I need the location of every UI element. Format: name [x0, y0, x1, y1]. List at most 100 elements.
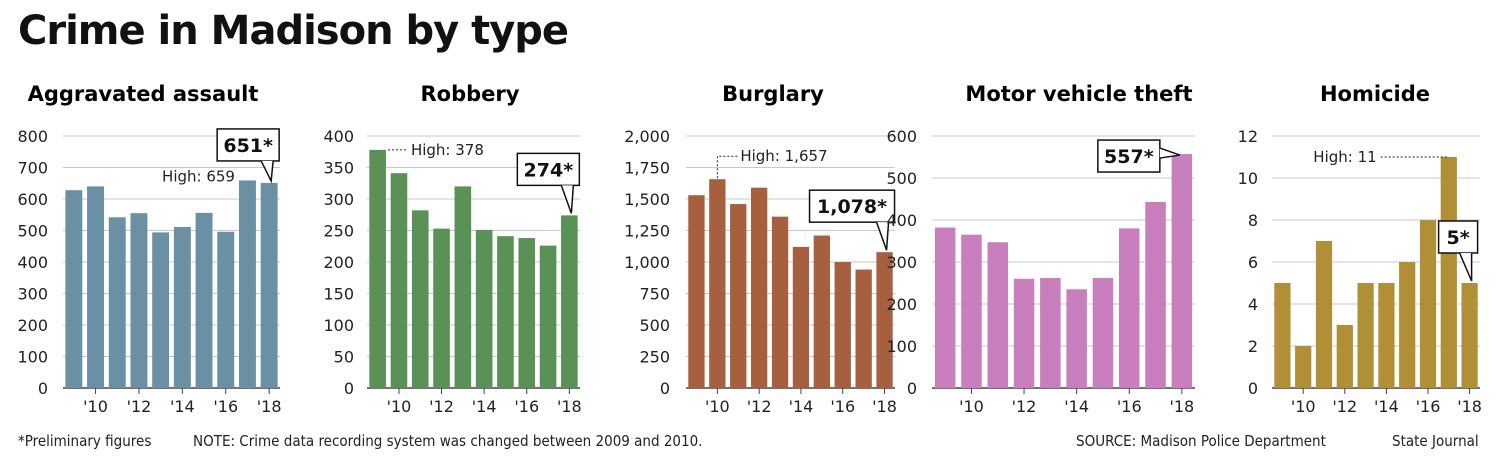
x-tick-label: '18 [1457, 397, 1482, 416]
bar-2010 [390, 173, 408, 388]
y-tick-label: 350 [323, 159, 354, 178]
bar-2018 [260, 182, 278, 388]
bar-2017 [1145, 201, 1166, 388]
page-title: Crime in Madison by type [18, 8, 569, 54]
bar-2014 [1066, 289, 1087, 388]
bar-2016 [217, 231, 235, 388]
y-tick-label: 0 [38, 379, 48, 398]
y-tick-label: 400 [17, 253, 48, 272]
value-callout: 557* [1097, 139, 1181, 173]
bar-2015 [1092, 277, 1114, 388]
y-tick-label: 500 [639, 316, 670, 335]
bar-2010 [1295, 346, 1312, 388]
y-tick-label: 0 [660, 379, 670, 398]
y-tick-label: 8 [1248, 211, 1258, 230]
x-tick-label: '12 [429, 397, 454, 416]
bar-2016 [518, 238, 536, 388]
value-callout: 651* [216, 128, 280, 184]
x-tick-label: '10 [83, 397, 108, 416]
x-tick-label: '14 [1064, 397, 1089, 416]
y-tick-label: 800 [17, 127, 48, 146]
source-credit: SOURCE: Madison Police Department [1076, 432, 1326, 450]
y-tick-label: 300 [17, 285, 48, 304]
bar-2010 [961, 234, 982, 388]
bar-2014 [792, 246, 810, 388]
bar-2015 [1399, 262, 1416, 388]
y-tick-label: 100 [323, 316, 354, 335]
bar-2011 [730, 204, 747, 388]
high-label: High: 11 [1313, 148, 1376, 166]
callout-label: 5* [1447, 227, 1470, 249]
x-tick-label: '18 [557, 397, 582, 416]
bar-2009 [369, 149, 386, 388]
x-tick-label: '10 [705, 397, 730, 416]
x-tick-label: '12 [1012, 397, 1037, 416]
callout-label: 1,078* [817, 196, 887, 218]
bar-2009 [65, 190, 83, 388]
y-tick-label: 250 [323, 222, 354, 241]
callout-pointer [260, 160, 274, 184]
y-tick-label: 10 [1238, 169, 1258, 188]
bar-2012 [433, 228, 450, 388]
callout-pointer [875, 221, 890, 251]
chart-title: Homicide [1320, 82, 1430, 106]
chart-title: Robbery [421, 82, 520, 106]
bar-2012 [130, 213, 148, 388]
bar-2011 [108, 217, 126, 388]
y-tick-label: 250 [639, 348, 670, 367]
bar-2016 [1419, 220, 1437, 388]
bar-2012 [1336, 325, 1353, 388]
y-tick-label: 1,750 [624, 159, 670, 178]
callout-label: 557* [1104, 146, 1154, 168]
bar-2016 [1118, 228, 1140, 388]
y-tick-label: 6 [1248, 253, 1258, 272]
bar-2015 [195, 212, 213, 388]
bar-2014 [1378, 283, 1395, 388]
y-tick-label: 2,000 [624, 127, 670, 146]
bar-2017 [1440, 157, 1457, 388]
chart-title: Motor vehicle theft [965, 82, 1192, 106]
x-tick-label: '14 [170, 397, 195, 416]
bar-2011 [987, 242, 1009, 388]
chart-homicide: Homicide 0 2 4 6 8 10 12 '10 '12 '14 '16 '18 High: 11… [1238, 82, 1482, 416]
x-tick-label: '16 [1117, 397, 1142, 416]
charts-area: Aggravated assault0100200300400500600700… [17, 82, 1482, 416]
high-leader-line [716, 155, 738, 179]
preliminary-footnote: *Preliminary figures [18, 432, 152, 450]
y-tick-label: 750 [639, 285, 670, 304]
bar-2010 [709, 179, 726, 388]
callout-pointer [1458, 252, 1473, 282]
y-tick-label: 100 [886, 337, 917, 356]
bar-2014 [173, 227, 191, 388]
bar-2013 [454, 186, 472, 388]
bar-2013 [771, 216, 789, 388]
y-tick-label: 300 [886, 253, 917, 272]
y-tick-label: 12 [1238, 127, 1258, 146]
value-callout: 5* [1437, 220, 1479, 282]
publisher-credit: State Journal [1392, 432, 1479, 450]
bar-2018 [1461, 283, 1478, 388]
y-tick-label: 1,000 [624, 253, 670, 272]
bar-2013 [1040, 277, 1061, 388]
y-tick-label: 200 [323, 253, 354, 272]
bar-2018 [561, 215, 578, 388]
bar-2010 [87, 186, 105, 388]
y-tick-label: 50 [334, 348, 354, 367]
callout-pointer [1159, 147, 1181, 159]
bar-2009 [934, 227, 956, 388]
bar-2009 [1274, 283, 1291, 388]
x-tick-label: '14 [472, 397, 497, 416]
bar-2011 [411, 210, 429, 388]
y-tick-label: 0 [1248, 379, 1258, 398]
bar-2018 [1171, 154, 1193, 388]
y-tick-label: 200 [17, 316, 48, 335]
y-tick-label: 1,500 [624, 190, 670, 209]
callout-box [216, 128, 280, 162]
x-tick-label: '10 [959, 397, 984, 416]
y-tick-label: 0 [344, 379, 354, 398]
x-tick-label: '14 [1374, 397, 1399, 416]
x-tick-label: '10 [1291, 397, 1316, 416]
y-tick-label: 300 [323, 190, 354, 209]
value-callout: 274* [516, 152, 581, 214]
bar-2011 [1315, 241, 1333, 388]
